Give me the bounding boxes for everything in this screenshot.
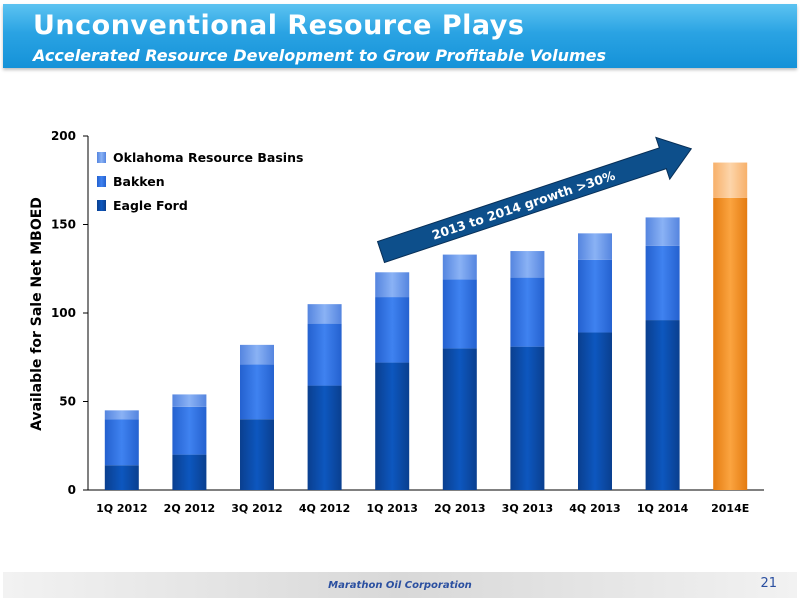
bar-bakken <box>510 277 545 347</box>
x-tick-label: 1Q 2013 <box>366 502 417 515</box>
bar-2014e-base <box>713 197 748 490</box>
x-tick-label: 3Q 2013 <box>502 502 553 515</box>
legend-label: Eagle Ford <box>113 198 188 213</box>
y-axis-title: Available for Sale Net MBOED <box>29 197 45 431</box>
bar-eagle-ford <box>240 419 274 490</box>
page-number: 21 <box>760 576 777 591</box>
bar-eagle-ford <box>104 465 139 490</box>
bar-bakken <box>172 406 207 455</box>
growth-annotation: 2013 to 2014 growth >30% <box>430 168 617 243</box>
bar-bakken <box>240 364 274 420</box>
bar-bakken <box>578 259 612 333</box>
y-tick-label: 0 <box>68 483 76 497</box>
y-tick-label: 50 <box>59 395 76 409</box>
bar-bakken <box>307 323 342 386</box>
bar-bakken <box>104 419 139 466</box>
y-axis-labels: 0 50 100 150 200 <box>51 129 76 497</box>
x-tick-label: 3Q 2012 <box>231 502 282 515</box>
bar-eagle-ford <box>442 348 477 490</box>
y-tick-label: 150 <box>51 218 76 232</box>
x-tick-label: 2Q 2012 <box>164 502 215 515</box>
bar-oklahoma-resource-basins <box>104 410 139 420</box>
legend-swatch <box>97 200 106 211</box>
bar-oklahoma-resource-basins <box>240 344 274 365</box>
chart-legend: Oklahoma Resource Basins Bakken Eagle Ford <box>97 150 303 213</box>
bar-oklahoma-resource-basins <box>645 217 680 246</box>
x-axis-labels: 1Q 2012 2Q 2012 3Q 2012 4Q 2012 1Q 2013 2Q 20… <box>96 502 749 515</box>
chart-bars <box>104 162 748 490</box>
x-tick-label: 1Q 2012 <box>96 502 147 515</box>
slide-title: Unconventional Resource Plays <box>33 10 525 41</box>
growth-arrow-shape <box>376 136 693 264</box>
slide-subtitle: Accelerated Resource Development to Grow… <box>33 46 607 65</box>
bar-eagle-ford <box>172 454 207 490</box>
bar-eagle-ford <box>645 320 680 490</box>
footer-bar: Marathon Oil Corporation 21 <box>3 572 797 598</box>
bar-bakken <box>645 245 680 321</box>
bar-oklahoma-resource-basins <box>510 251 545 278</box>
bar-2014e-top <box>713 162 748 198</box>
x-tick-label: 4Q 2013 <box>569 502 620 515</box>
x-tick-label: 2Q 2013 <box>434 502 485 515</box>
bar-oklahoma-resource-basins <box>172 394 207 407</box>
header-banner: Unconventional Resource Plays Accelerate… <box>3 4 797 68</box>
bar-eagle-ford <box>510 346 545 490</box>
bar-oklahoma-resource-basins <box>578 233 612 260</box>
footer-company: Marathon Oil Corporation <box>328 580 472 591</box>
bar-bakken <box>375 297 410 363</box>
bar-eagle-ford <box>375 362 410 490</box>
y-tick-label: 200 <box>51 129 76 143</box>
legend-swatch <box>97 152 106 163</box>
bar-eagle-ford <box>578 332 612 490</box>
x-tick-label: 2014E <box>711 502 749 515</box>
bar-oklahoma-resource-basins <box>442 254 477 280</box>
x-tick-label: 4Q 2012 <box>299 502 350 515</box>
legend-label: Bakken <box>113 174 165 189</box>
legend-swatch <box>97 176 106 187</box>
x-tick-label: 1Q 2014 <box>637 502 689 515</box>
bar-bakken <box>442 279 477 349</box>
y-tick-label: 100 <box>51 306 76 320</box>
legend-label: Oklahoma Resource Basins <box>113 150 303 165</box>
bar-oklahoma-resource-basins <box>375 272 410 298</box>
bar-oklahoma-resource-basins <box>307 304 342 324</box>
bar-eagle-ford <box>307 385 342 490</box>
